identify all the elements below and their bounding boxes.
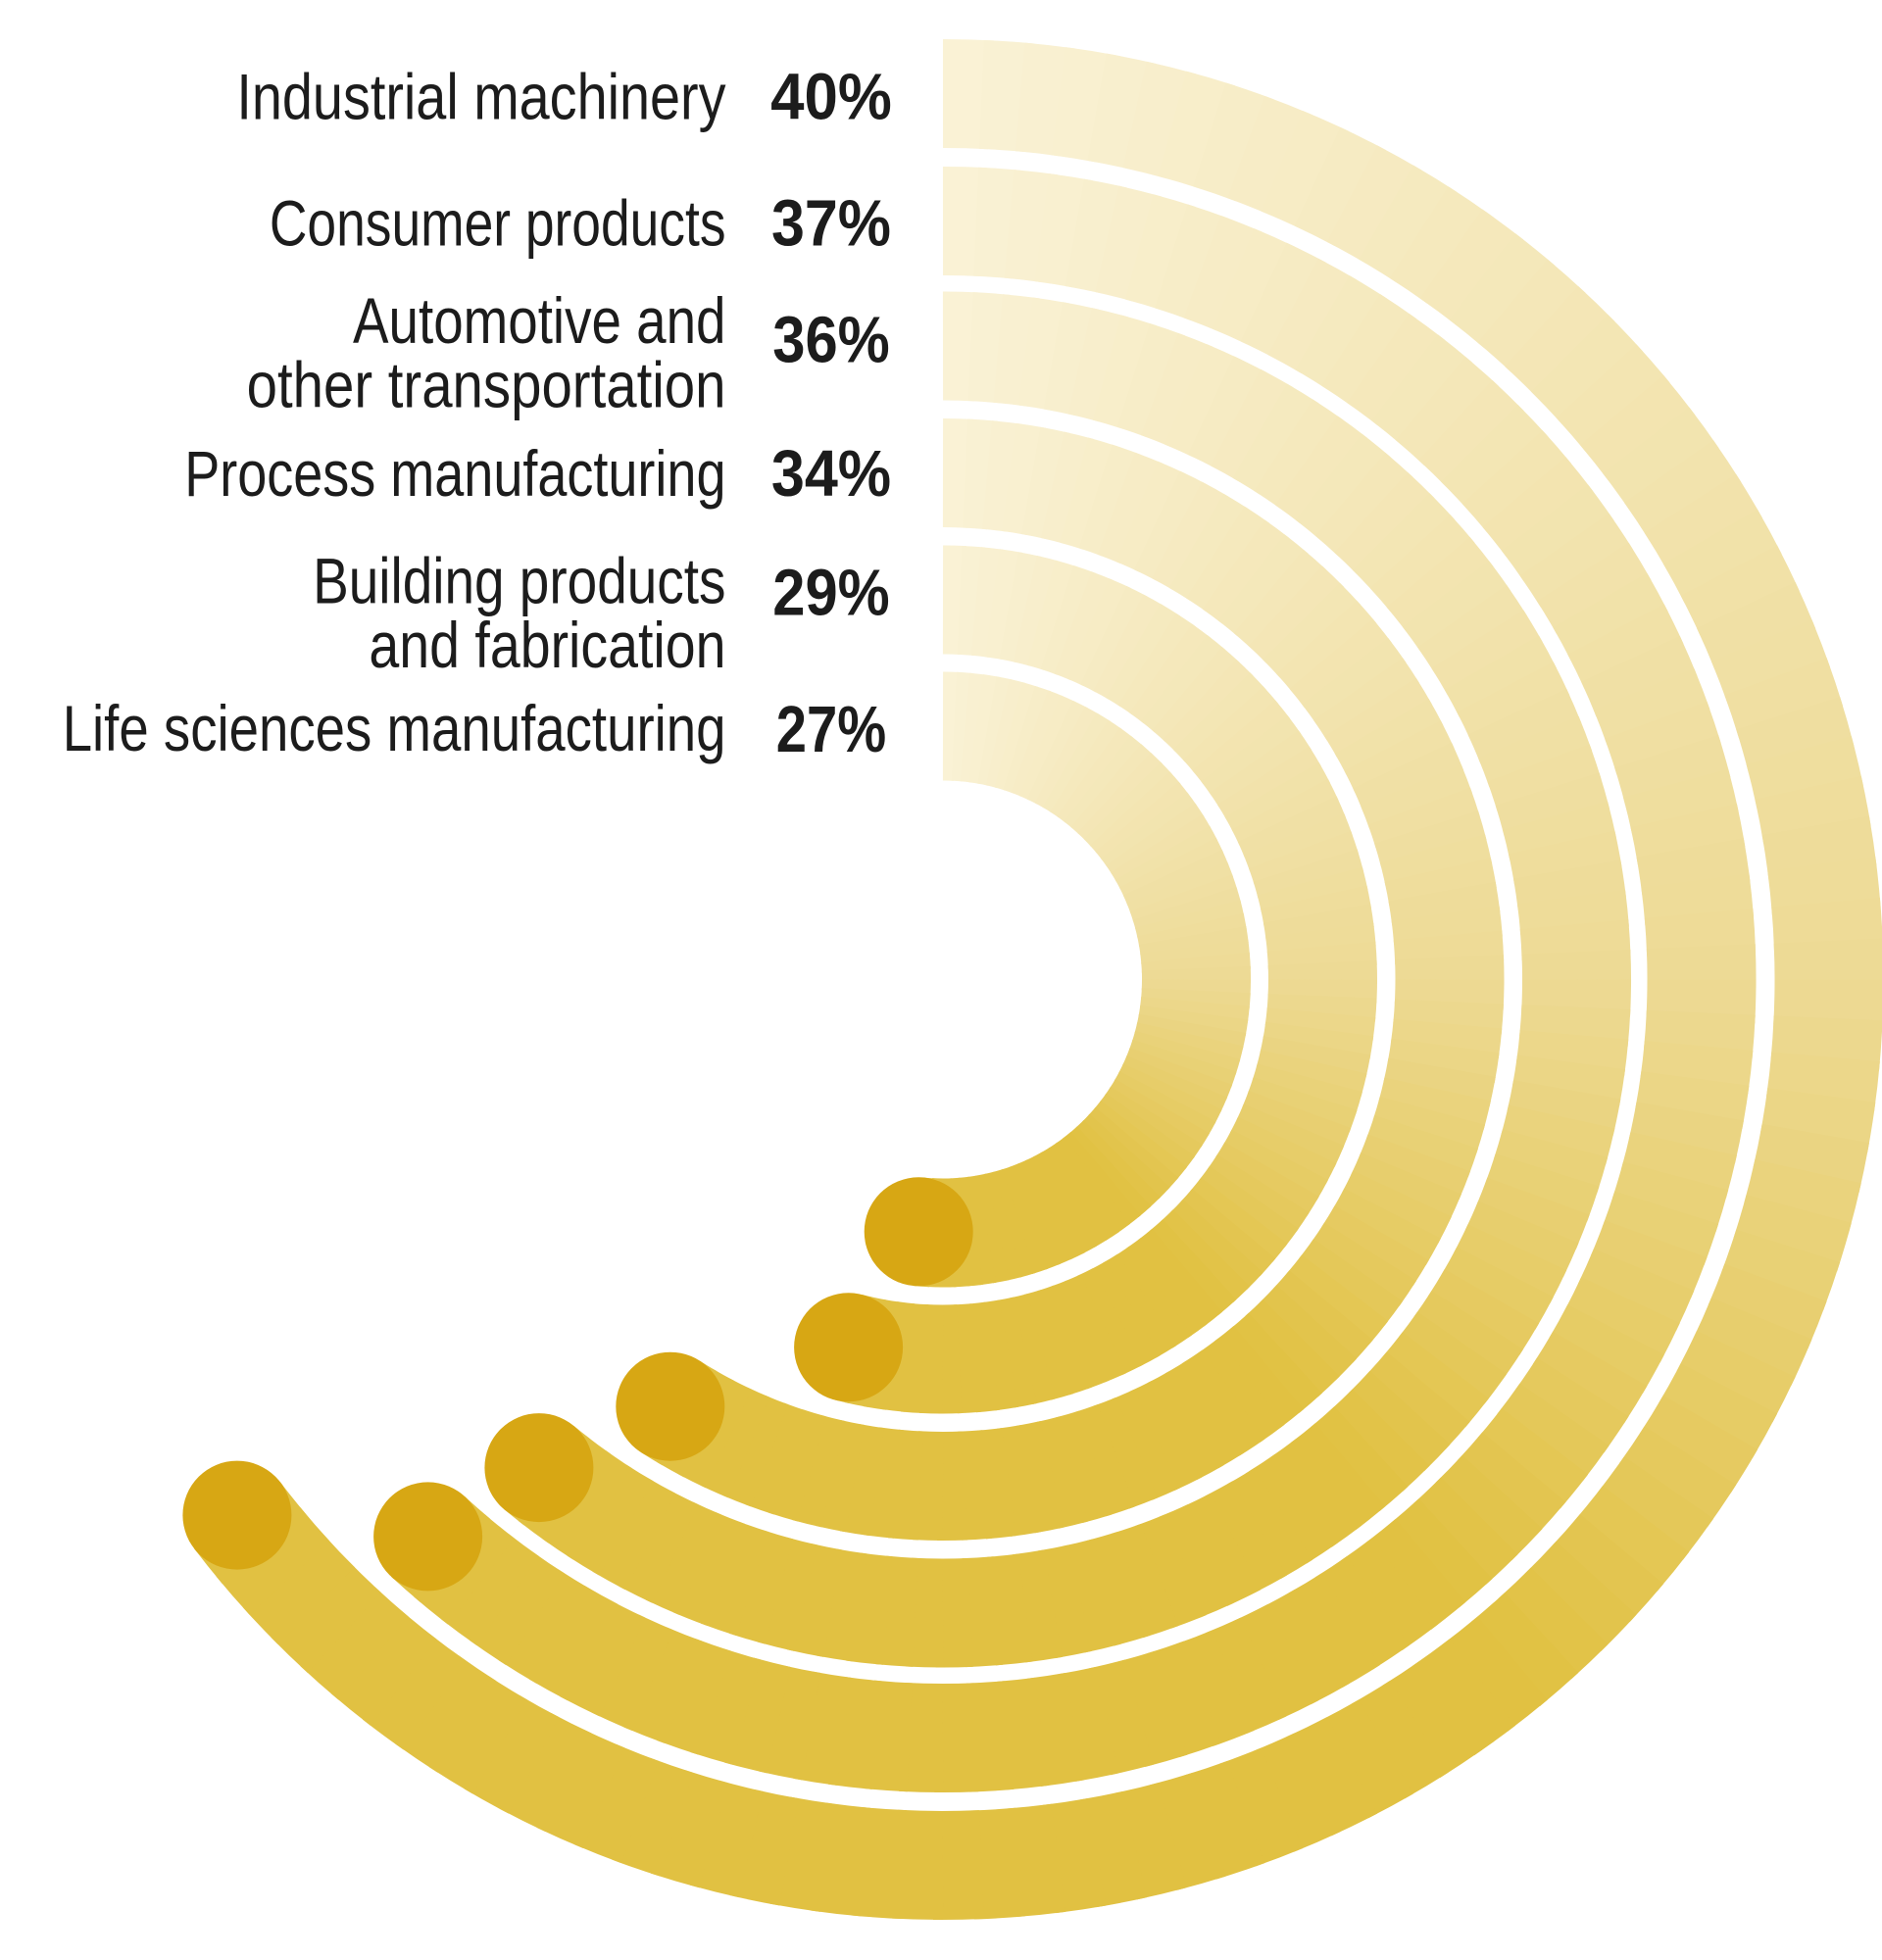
- svg-text:and fabrication: and fabrication: [369, 609, 725, 681]
- svg-text:34%: 34%: [771, 437, 891, 511]
- svg-text:37%: 37%: [771, 186, 891, 260]
- svg-text:Process manufacturing: Process manufacturing: [184, 437, 725, 510]
- svg-text:Building products: Building products: [313, 545, 725, 617]
- svg-text:Industrial machinery: Industrial machinery: [236, 61, 725, 133]
- svg-text:29%: 29%: [772, 557, 889, 630]
- svg-text:36%: 36%: [772, 304, 890, 377]
- svg-text:Life sciences manufacturing: Life sciences manufacturing: [63, 692, 726, 764]
- svg-text:Consumer products: Consumer products: [270, 186, 726, 259]
- svg-text:Automotive and: Automotive and: [353, 284, 726, 357]
- svg-text:40%: 40%: [770, 61, 892, 134]
- svg-text:other transportation: other transportation: [247, 349, 726, 421]
- svg-text:27%: 27%: [776, 693, 886, 766]
